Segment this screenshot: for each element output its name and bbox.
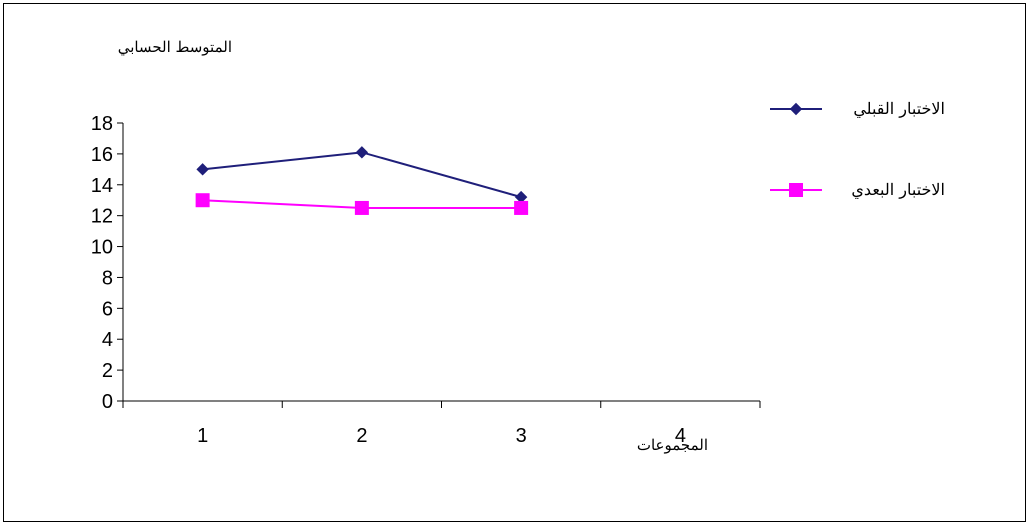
chart-frame bbox=[3, 3, 1026, 522]
series-layer bbox=[195, 146, 529, 215]
x-tick-label: 4 bbox=[675, 425, 686, 447]
legend-item-2: الاختبار البعدي bbox=[770, 180, 945, 199]
y-tick-label: 0 bbox=[102, 391, 113, 413]
legend-item-1: الاختبار القبلي bbox=[770, 99, 945, 118]
y-tick-label: 6 bbox=[102, 298, 113, 320]
x-axis-ticks: 1 2 3 4 bbox=[122, 401, 761, 447]
y-tick-label: 12 bbox=[91, 206, 113, 228]
series-line bbox=[202, 151, 522, 199]
legend-swatch-marker bbox=[789, 183, 803, 197]
y-tick-label: 8 bbox=[102, 267, 113, 289]
y-tick-label: 16 bbox=[91, 144, 113, 166]
y-tick-label: 4 bbox=[102, 329, 113, 351]
y-tick-label: 14 bbox=[91, 175, 113, 197]
data-point bbox=[514, 200, 529, 215]
y-axis-title: المتوسط الحسابي bbox=[118, 38, 232, 56]
x-tick-label: 3 bbox=[516, 425, 527, 447]
legend: الاختبار القبلي الاختبار البعدي bbox=[770, 99, 945, 199]
legend-swatch-marker bbox=[789, 102, 803, 116]
data-point bbox=[196, 163, 209, 176]
x-axis-title: المجموعات bbox=[637, 436, 708, 454]
y-tick-label: 18 bbox=[91, 113, 113, 135]
data-point bbox=[195, 193, 210, 208]
legend-label: الاختبار القبلي bbox=[853, 99, 945, 118]
x-tick-label: 2 bbox=[356, 425, 367, 447]
axes bbox=[122, 123, 760, 402]
data-point bbox=[355, 146, 369, 159]
y-axis-ticks: 0 2 4 6 8 10 12 14 16 18 bbox=[91, 113, 123, 413]
series-1 bbox=[196, 146, 528, 204]
x-tick-label: 1 bbox=[197, 425, 208, 447]
y-tick-label: 10 bbox=[91, 237, 113, 259]
series-2 bbox=[195, 193, 529, 215]
y-tick-label: 2 bbox=[102, 360, 113, 382]
data-point bbox=[354, 200, 369, 215]
legend-label: الاختبار البعدي bbox=[851, 180, 945, 199]
